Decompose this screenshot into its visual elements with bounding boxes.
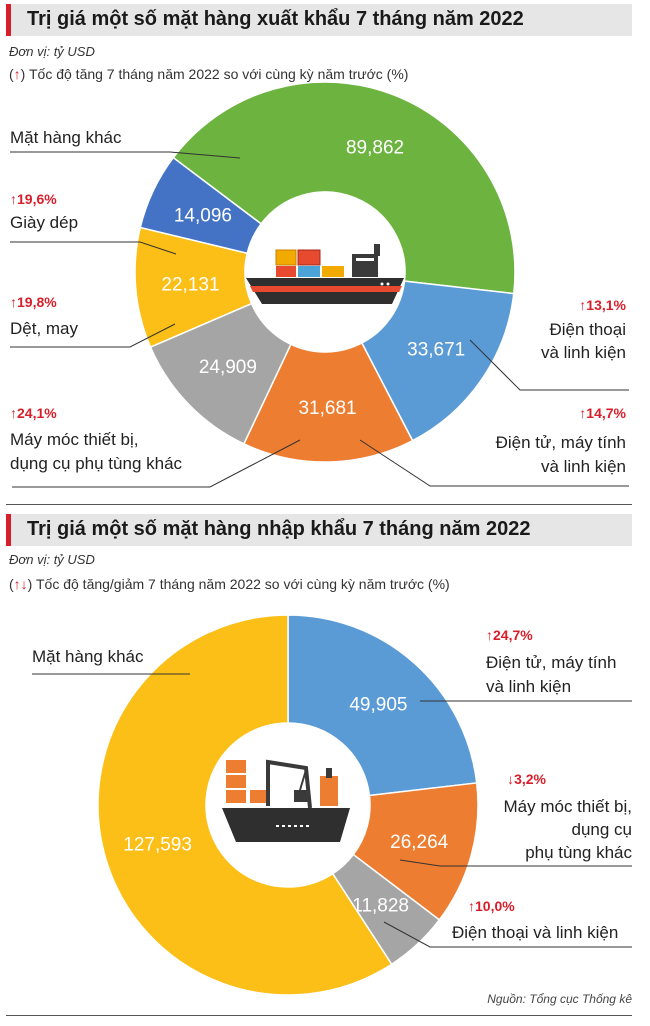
export-label-dt-2: và linh kiện [540,343,626,362]
import-growth-may: ↓3,2% [507,771,546,787]
export-growth-det: ↑19,8% [10,294,57,310]
export-growth-dt: ↑13,1% [579,297,626,313]
donut-value-label: 33,671 [407,340,465,361]
donut-value-label: 89,862 [346,138,404,159]
export-unit: Đơn vị: tỷ USD [9,44,95,59]
export-label-det: Dệt, may [10,319,79,338]
leader-line [399,859,632,867]
footer-divider [6,1015,632,1016]
donut-value-label: 14,096 [174,205,232,226]
import-note: (↑↓) Tốc độ tăng/giảm 7 tháng năm 2022 s… [9,576,450,592]
donut-value-label: 49,905 [349,694,407,715]
donut-value-label: 24,909 [199,357,257,378]
up-down-arrow-icon: ↑↓ [13,576,28,592]
import-donut: 49,905 26,264 11,828 127,593 [97,614,479,996]
export-label-giay: Giày dép [10,213,79,232]
import-label-may-1: Máy móc thiết bị, [503,797,633,816]
export-label-dtu-1: Điện tử, máy tính [495,433,626,452]
leader-line [359,439,629,487]
donut-slice [139,156,263,255]
import-unit: Đơn vị: tỷ USD [9,552,95,567]
import-label-dt: Điện thoại và linh kiện [452,923,619,942]
donut-value-label: 26,264 [390,832,449,853]
export-label-dt-1: Điện thoại [549,320,626,339]
export-donut: 89,862 33,671 31,681 24,909 22,131 14,096 [134,81,516,463]
donut-slice [97,614,393,996]
import-label-may-3: phụ tùng khác [525,843,632,862]
leader-line [10,323,176,348]
import-label-dtu-1: Điện tử, máy tính [486,653,617,672]
leader-line [469,339,629,391]
export-label-dtu-2: và linh kiện [540,457,626,476]
export-growth-dtu: ↑14,7% [579,405,626,421]
export-leader-lines [10,151,629,488]
export-note-text: Tốc độ tăng 7 tháng năm 2022 so với cùng… [28,66,409,82]
leader-line [10,151,241,159]
crane-ship-icon [207,725,367,885]
donut-slice [287,614,478,797]
donut-value-label: 22,131 [161,274,219,295]
import-label-khac: Mặt hàng khác [32,647,144,666]
export-growth-may: ↑24,1% [10,405,57,421]
cargo-ship-icon [246,195,404,347]
section-divider [6,504,632,505]
import-note-text: Tốc độ tăng/giảm 7 tháng năm 2022 so với… [35,576,450,592]
import-growth-dt: ↑10,0% [468,898,515,914]
leader-line [383,921,632,948]
import-label-dtu-2: và linh kiện [486,677,572,696]
up-arrow-icon: ↑ [13,66,21,82]
donut-value-label: 127,593 [123,835,192,856]
import-leader-lines [32,673,632,948]
source-note: Nguồn: Tổng cục Thống kê [487,992,632,1006]
export-title: Trị giá một số mặt hàng xuất khẩu 7 thán… [27,8,524,30]
donut-slice [172,81,516,295]
import-title: Trị giá một số mặt hàng nhập khẩu 7 thán… [27,518,531,540]
export-label-may-2: dụng cụ phụ tùng khác [10,454,183,473]
export-growth-giay: ↑19,6% [10,191,57,207]
export-label-khac: Mặt hàng khác [10,128,122,147]
export-label-may-1: Máy móc thiết bị, [10,430,139,449]
import-growth-dtu: ↑24,7% [486,627,533,643]
import-label-may-2: dụng cụ [571,820,633,839]
export-title-bar: Trị giá một số mặt hàng xuất khẩu 7 thán… [6,4,632,36]
donut-slice [360,280,515,442]
donut-slice [242,341,414,463]
donut-value-label: 31,681 [298,398,356,419]
leader-line [12,439,301,488]
leader-line [10,241,177,255]
donut-value-label: 11,828 [352,896,409,917]
import-title-bar: Trị giá một số mặt hàng nhập khẩu 7 thán… [6,514,632,546]
export-note: (↑) Tốc độ tăng 7 tháng năm 2022 so với … [9,66,409,82]
